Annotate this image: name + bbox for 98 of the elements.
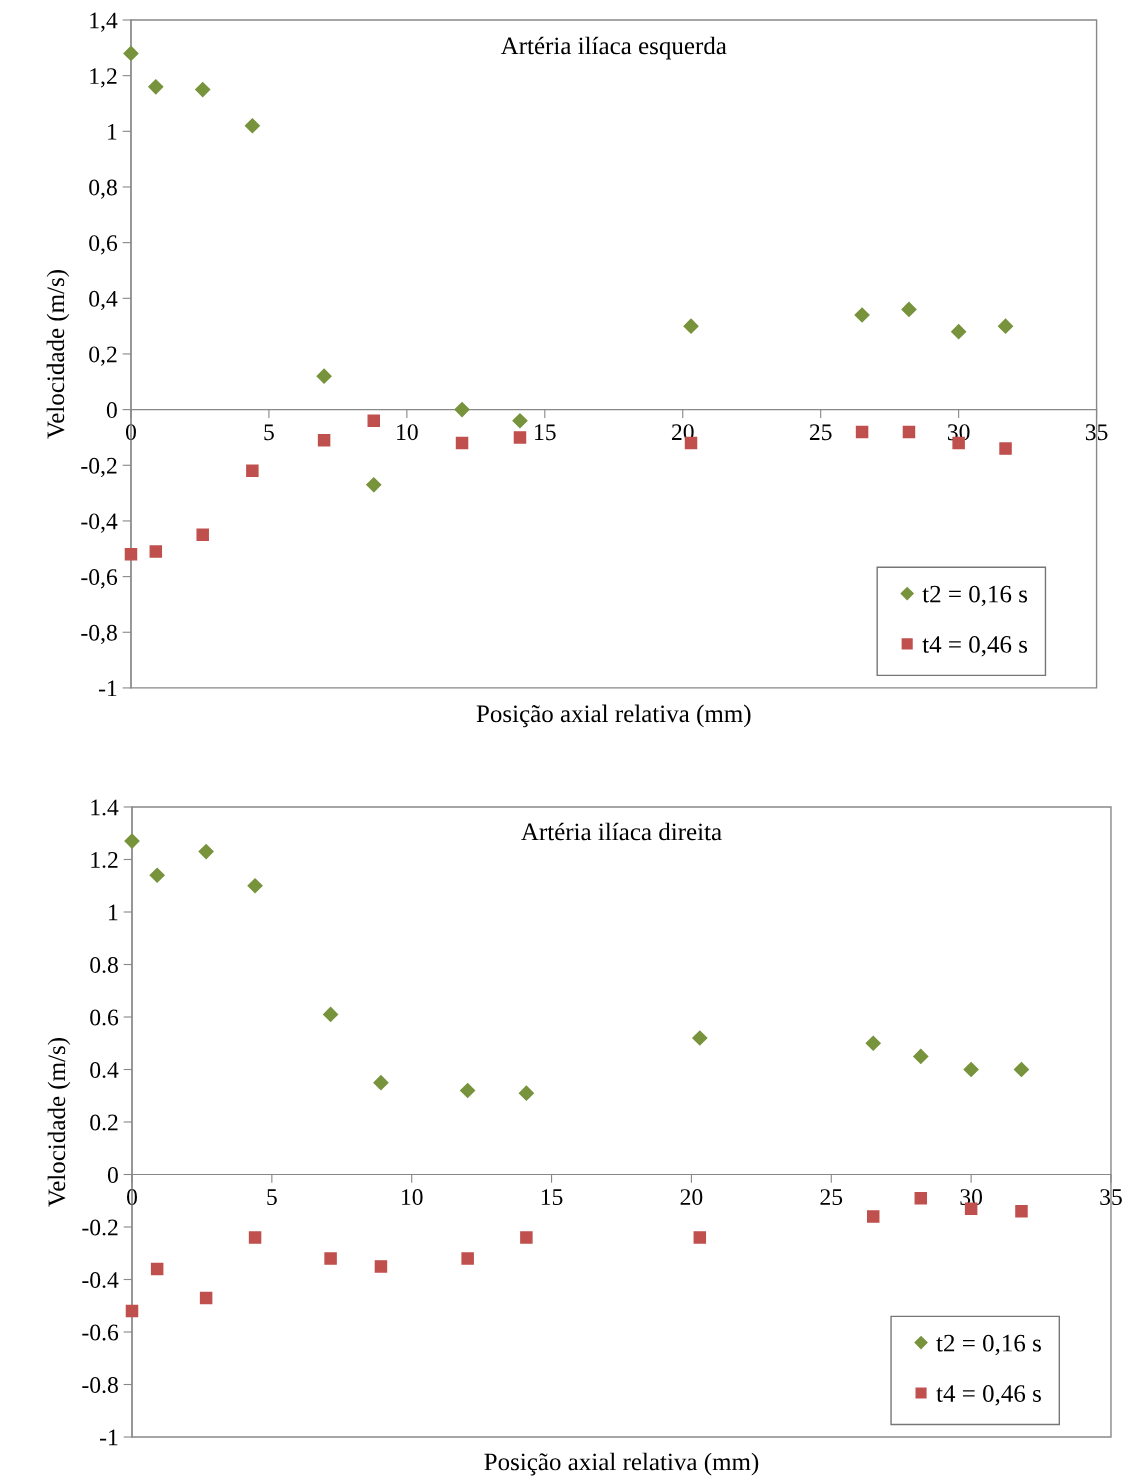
point [855,425,869,439]
point [460,1082,476,1099]
point [149,545,163,558]
point [125,1304,139,1318]
point [913,1048,929,1064]
y-tick-label: -0.2 [82,1219,118,1236]
x-tick-label: 25 [809,424,832,441]
point [124,548,138,561]
point [865,1035,881,1051]
y-tick-label: 0.4 [90,1061,119,1079]
x-tick-label: 20 [680,1189,703,1206]
point [317,433,331,447]
point [692,1030,708,1046]
point [461,1252,474,1265]
y-tick-label: -0.8 [82,1377,118,1394]
point [914,1191,928,1205]
point [999,442,1012,455]
point [520,1231,533,1244]
point [246,464,259,478]
x-tick-label: 0 [126,1189,137,1206]
x-tick-label: 0 [125,424,136,441]
y-tick-label: -0,6 [81,569,118,589]
point [244,118,260,134]
point [198,844,214,860]
y-tick-label: 0 [107,1167,118,1183]
point [367,414,381,428]
x-tick-label: 15 [541,1189,563,1206]
point [150,1262,164,1276]
point [1013,1061,1030,1078]
point [683,318,699,334]
y-axis-title: Velocidade (m/s) [46,270,70,439]
x-tick-label: 10 [401,1189,423,1206]
point [901,301,917,318]
y-tick-label: 0.6 [90,1009,119,1026]
legend-label: t4 = 0,46 s [936,1385,1041,1406]
y-axis-title: Velocidade (m/s) [47,1038,71,1207]
point [373,1075,389,1091]
point [323,1006,339,1022]
y-tick-label: 0,6 [89,235,118,255]
point [518,1085,534,1101]
y-tick-label: 1.2 [91,852,118,869]
x-tick-label: 35 [1085,424,1108,441]
y-tick-label: 0,8 [89,179,117,199]
text: Artéria ilíaca esquerda [500,36,727,60]
y-tick-label: -0,2 [81,457,117,478]
y-tick-label: 0.8 [90,956,118,974]
legend-label: t4 = 0,46 s [922,635,1028,657]
point [149,867,165,883]
point [513,431,527,444]
point [997,318,1014,334]
point [454,402,470,418]
y-tick-label: 1,4 [90,12,118,32]
legend-label: t2 = 0,16 s [922,585,1028,607]
point [455,436,469,450]
y-tick-label: 0,4 [89,290,118,311]
x-tick-label: 10 [397,424,418,441]
chart-title: Artéria ilíaca direita [521,822,722,841]
x-axis-title: Posição axial relativa (mm) [484,1452,759,1476]
point [951,324,967,340]
y-tick-label: -0,4 [81,513,118,533]
point [1015,1205,1028,1218]
point [963,1061,979,1078]
x-tick-label: 25 [820,1189,843,1206]
y-tick-label: -1 [100,1429,118,1446]
point [854,307,870,323]
x-axis-title: Posição axial relativa (mm) [476,704,751,728]
x-tick-label: 15 [535,424,556,441]
point [247,878,263,894]
point [512,413,528,429]
y-tick-label: 1.4 [91,799,119,816]
y-tick-label: 0,2 [89,346,117,366]
point [316,368,332,384]
y-tick-label: -0,8 [81,624,117,645]
point [196,528,209,542]
point [148,79,164,95]
y-tick-label: 1 [109,904,118,921]
y-tick-label: 1 [108,123,117,140]
point [123,45,139,61]
point [693,1231,707,1244]
y-tick-label: -0.4 [82,1272,119,1289]
point [199,1291,213,1305]
point [324,1252,337,1265]
x-tick-label: 35 [1100,1189,1122,1206]
point [366,477,382,493]
point [866,1210,880,1223]
y-tick-label: -0.6 [82,1324,119,1341]
point [902,425,916,439]
x-tick-label: 5 [264,424,274,441]
point [195,81,211,98]
y-tick-label: 0.2 [90,1114,118,1131]
point [124,833,140,849]
legend-label: t2 = 0,16 s [936,1334,1041,1356]
y-tick-label: -1 [98,680,117,697]
y-tick-label: 0 [106,402,117,419]
point [374,1260,388,1273]
x-tick-label: 5 [267,1189,277,1206]
y-tick-label: 1,2 [90,68,117,88]
point [248,1231,262,1244]
